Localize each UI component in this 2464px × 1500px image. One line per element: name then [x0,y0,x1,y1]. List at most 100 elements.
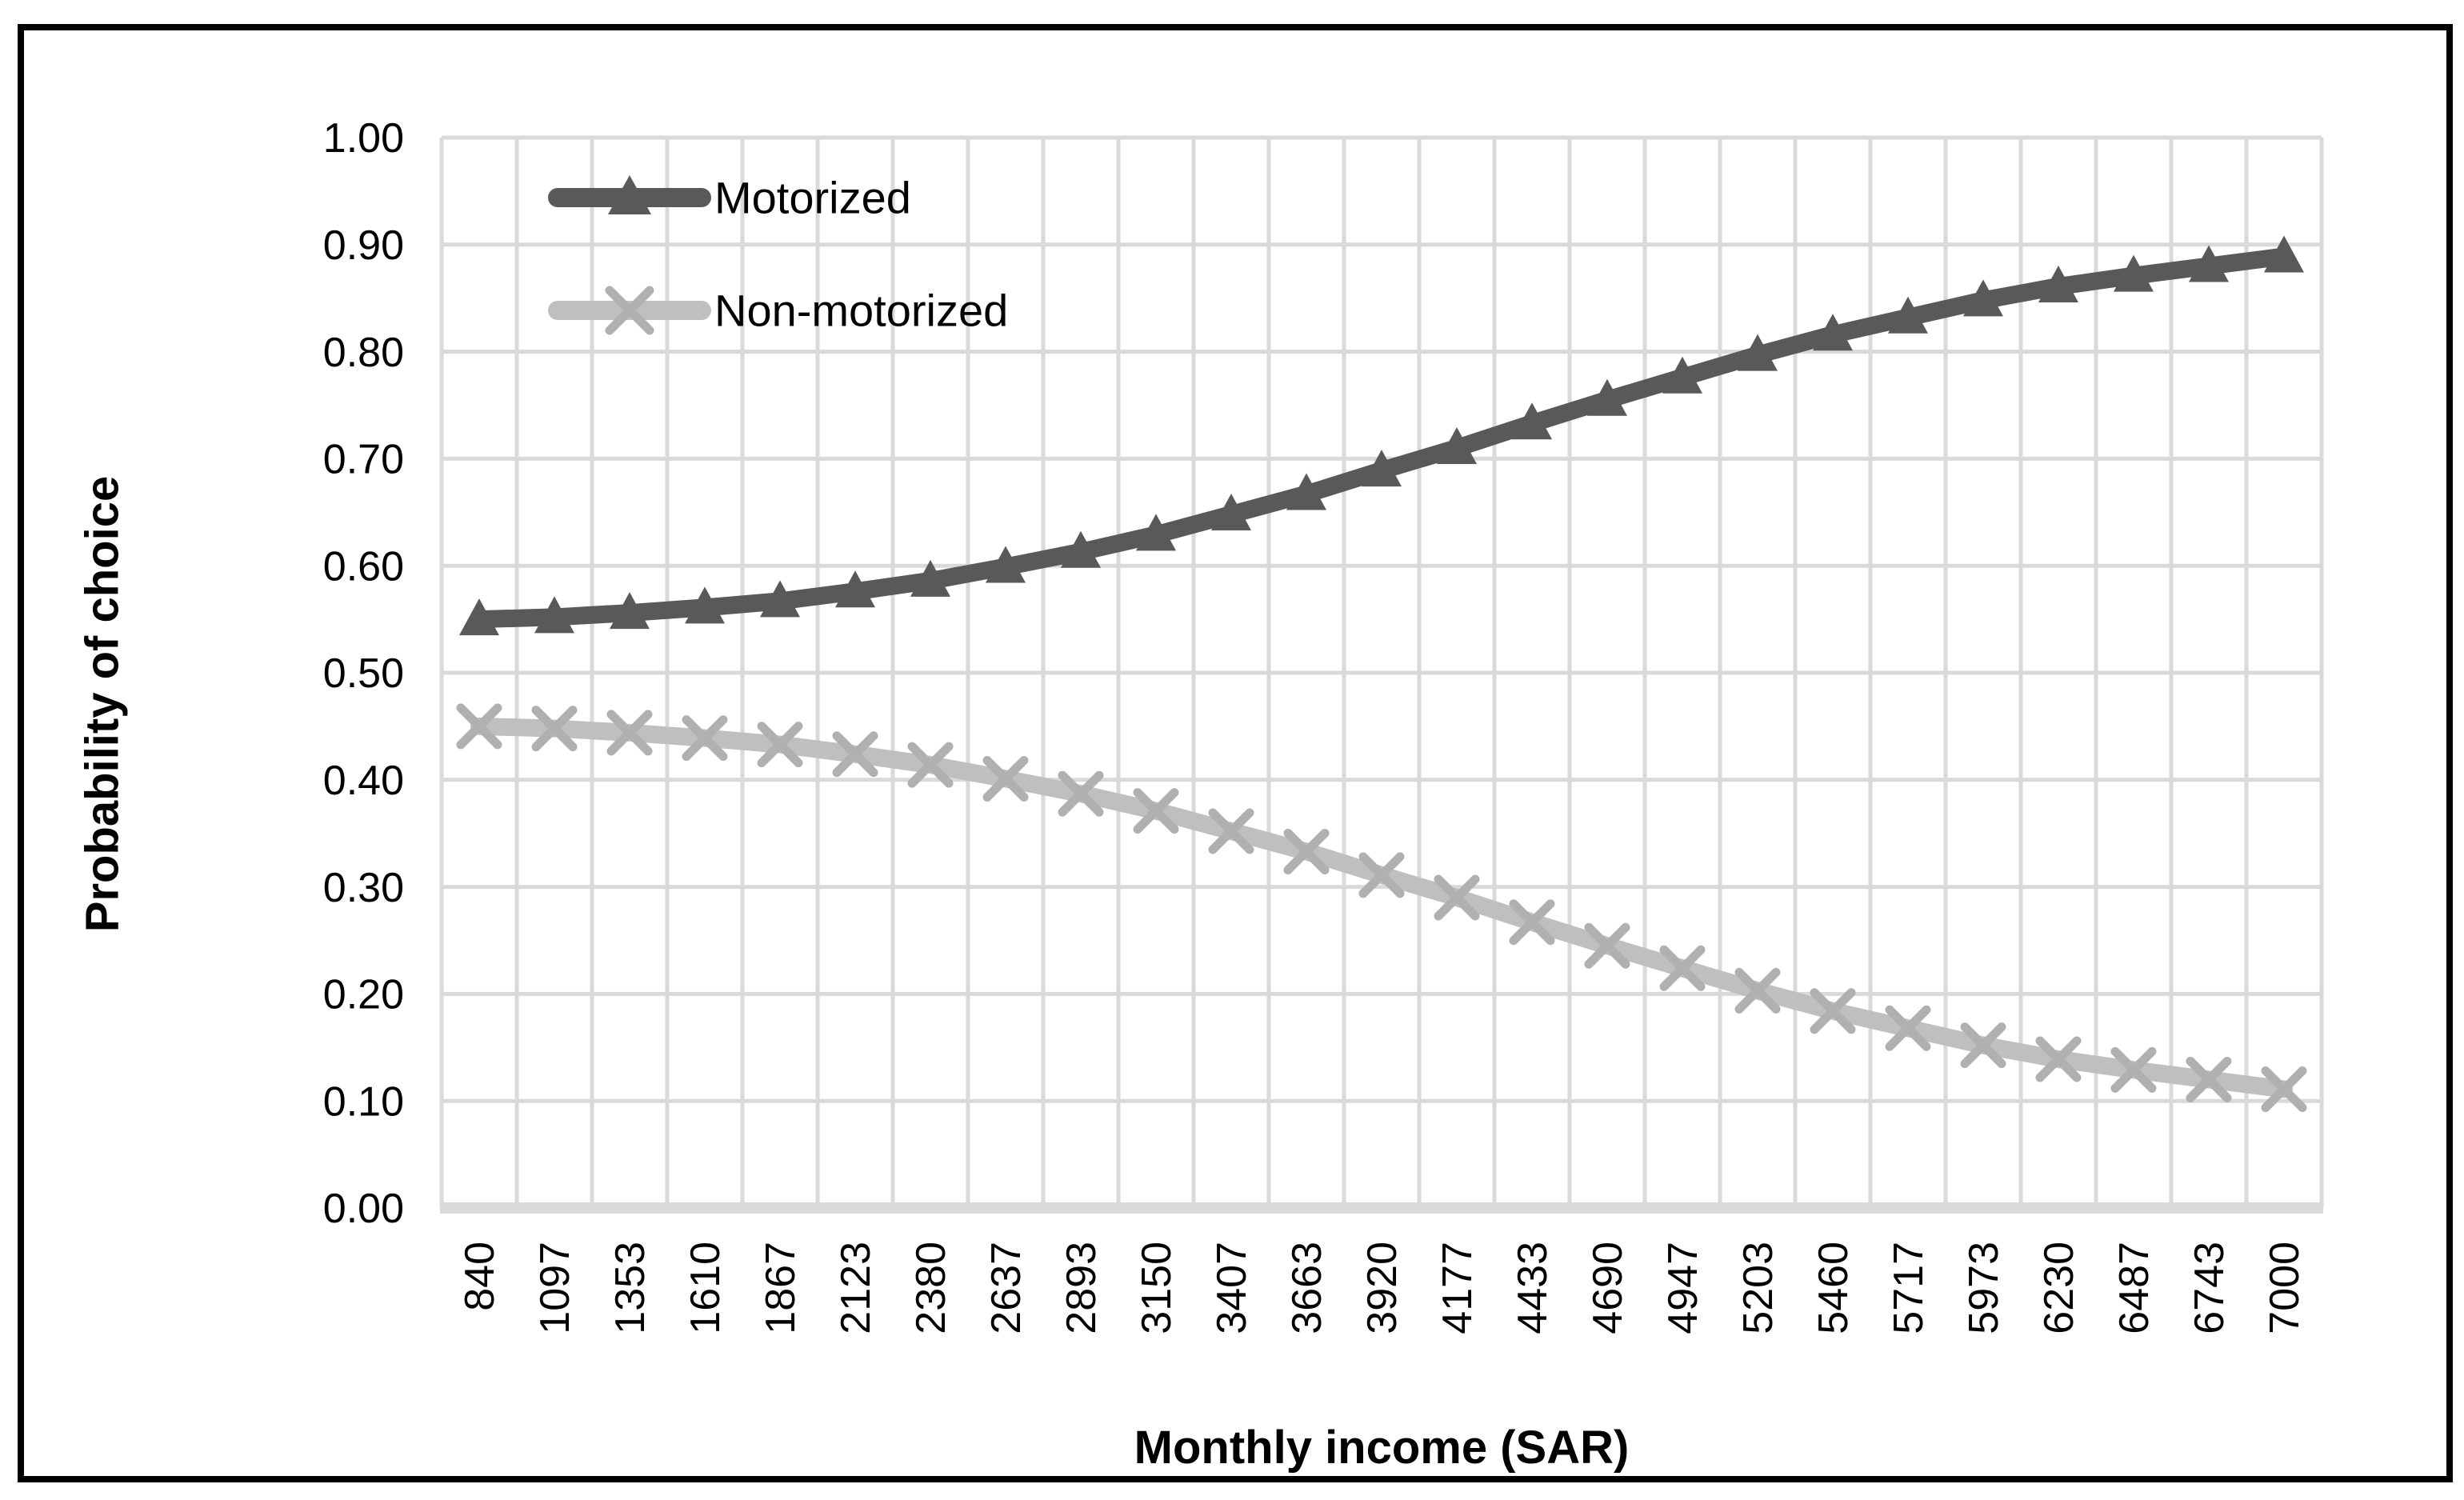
x-marker [1208,808,1254,854]
x-marker [2261,1066,2307,1112]
triangle-marker [835,570,875,608]
x-tick-label: 5460 [1810,1242,1857,1334]
triangle-marker [610,592,650,630]
legend-label: Motorized [714,173,911,223]
y-tick-label: 0.90 [323,222,404,269]
x-marker [1810,988,1856,1034]
x-marker [1133,788,1179,834]
triangle-marker [910,559,950,597]
x-tick-label: 2380 [908,1242,954,1334]
x-marker [1509,899,1555,946]
x-tick-label: 5717 [1886,1242,1932,1334]
x-marker [1960,1022,2006,1069]
y-tick-labels: 1.00 0.90 0.80 0.70 0.60 0.50 0.40 0.30 0.20 0.10… [323,115,404,1232]
y-axis-title: Probability of choice [76,475,129,933]
x-tick-label: 6743 [2186,1242,2233,1334]
x-marker [456,703,502,750]
x-marker [682,715,728,762]
series-non-motorized [456,703,2307,1112]
triangle-marker [685,586,725,624]
triangle-marker [760,580,800,618]
x-tick-label: 5973 [1961,1242,2007,1334]
triangle-marker [459,598,499,636]
triangle-marker [2038,265,2078,302]
x-marker [1584,922,1630,969]
x-tick-label: 2123 [833,1242,879,1334]
y-tick-label: 0.10 [323,1078,404,1125]
triangle-marker [1587,378,1627,416]
x-tick-label: 1353 [607,1242,654,1334]
triangle-marker [1512,402,1552,440]
x-marker [606,710,653,756]
x-marker [2186,1056,2232,1102]
triangle-marker [1211,493,1251,530]
x-marker [1434,874,1480,921]
x-axis-title: Monthly income (SAR) [1134,1422,1630,1474]
x-tick-label: 1610 [682,1242,729,1334]
triangle-marker [1136,514,1176,551]
triangle-marker [986,546,1026,583]
x-tick-label: 4433 [1510,1242,1556,1334]
x-marker [1659,945,1706,991]
x-tick-label: 6230 [2036,1242,2082,1334]
x-tick-label: 3150 [1134,1242,1180,1334]
legend: Motorized Non-motorized [548,173,1008,336]
y-tick-label: 0.00 [323,1186,404,1232]
x-tick-label: 2893 [1058,1242,1105,1334]
triangle-marker [1662,356,1702,394]
x-tick-label: 4177 [1434,1242,1481,1334]
x-marker [907,742,954,788]
chart-frame [18,24,2453,1482]
y-tick-label: 0.20 [323,972,404,1018]
triangle-marker [2114,254,2154,292]
triangle-marker [1963,279,2003,317]
legend-label: Non-motorized [714,286,1008,336]
x-tick-label: 1097 [532,1242,578,1334]
triangle-marker [1813,314,1853,351]
x-tick-label: 6487 [2111,1242,2158,1334]
x-marker [1358,852,1405,898]
x-marker [1058,770,1104,817]
triangle-marker [1888,296,1928,334]
x-tick-labels: 840 1097 1353 1610 1867 2123 2380 2637 2893 3150 3… [457,1242,2308,1334]
triangle-marker [1738,334,1778,371]
y-tick-label: 0.70 [323,437,404,483]
x-marker [1885,1005,1931,1051]
x-tick-label: 2637 [983,1242,1030,1334]
triangle-marker [534,596,574,634]
y-tick-label: 0.40 [323,758,404,804]
x-tick-label: 840 [457,1242,503,1311]
legend-x-marker [605,286,654,335]
y-tick-label: 0.60 [323,543,404,590]
x-tick-label: 3920 [1359,1242,1406,1334]
x-tick-label: 4947 [1660,1242,1706,1334]
x-marker [1283,828,1330,874]
x-marker [531,706,578,752]
triangle-marker [1061,530,1101,568]
x-tick-label: 1867 [758,1242,804,1334]
y-tick-label: 0.30 [323,865,404,911]
x-tick-label: 7000 [2262,1242,2308,1334]
y-tick-label: 0.80 [323,330,404,376]
x-tick-label: 3407 [1209,1242,1255,1334]
x-marker [2035,1036,2082,1082]
legend-triangle-marker [608,175,651,214]
triangle-marker [2264,235,2304,273]
x-marker [757,722,803,768]
triangle-marker [1362,450,1402,487]
y-tick-label: 0.50 [323,650,404,697]
x-marker [1734,967,1781,1014]
series-motorized [459,235,2304,636]
triangle-marker [2189,245,2229,282]
x-tick-label: 3663 [1284,1242,1330,1334]
x-tick-label: 4690 [1585,1242,1631,1334]
x-tick-label: 5203 [1735,1242,1782,1334]
x-marker [982,755,1029,802]
triangle-marker [1286,473,1326,510]
triangle-marker [1437,427,1477,465]
x-marker [2110,1046,2157,1093]
x-marker [832,731,878,778]
y-tick-label: 1.00 [323,115,404,162]
